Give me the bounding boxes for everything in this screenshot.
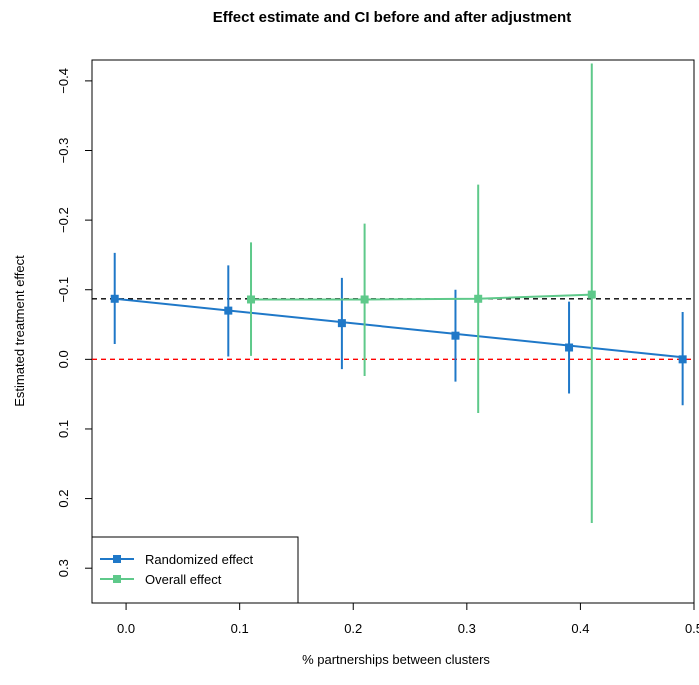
- x-tick-label: 0.4: [571, 621, 589, 636]
- x-tick-label: 0.3: [458, 621, 476, 636]
- legend-label: Overall effect: [145, 572, 222, 587]
- data-point: [110, 294, 119, 303]
- plot-area: [91, 59, 695, 604]
- y-axis: −0.4 −0.3 −0.2 −0.1 0.0 0.1 0.2 0.3: [56, 68, 92, 577]
- y-tick-label: −0.1: [56, 277, 71, 303]
- legend-marker: [113, 575, 121, 583]
- x-tick-label: 0.5: [685, 621, 699, 636]
- y-tick-label: −0.2: [56, 207, 71, 233]
- series-overall: [247, 63, 596, 523]
- chart-title: Effect estimate and CI before and after …: [213, 9, 571, 26]
- legend: Randomized effect Overall effect: [91, 536, 299, 604]
- data-point: [587, 290, 596, 299]
- y-tick-label: 0.1: [56, 420, 71, 438]
- legend-label: Randomized effect: [145, 552, 254, 567]
- legend-box: [91, 536, 299, 604]
- y-tick-label: 0.3: [56, 559, 71, 577]
- data-point: [224, 306, 233, 315]
- y-tick-label: −0.3: [56, 138, 71, 164]
- data-point: [337, 319, 346, 328]
- data-point: [565, 343, 574, 352]
- y-tick-label: 0.0: [56, 350, 71, 368]
- series-fit-line: [251, 293, 592, 301]
- y-tick-label: −0.4: [56, 68, 71, 94]
- series-randomized: [110, 252, 687, 406]
- data-point: [474, 294, 483, 303]
- x-axis: 0.0 0.1 0.2 0.3 0.4 0.5: [117, 603, 699, 636]
- data-point: [247, 295, 256, 304]
- x-tick-label: 0.1: [231, 621, 249, 636]
- data-point: [360, 295, 369, 304]
- x-tick-label: 0.2: [344, 621, 362, 636]
- series-fit-line: [114, 297, 683, 359]
- legend-marker: [113, 555, 121, 563]
- data-point: [678, 355, 687, 364]
- reference-lines: [92, 298, 694, 361]
- data-point: [451, 331, 460, 340]
- x-axis-label: % partnerships between clusters: [302, 652, 490, 667]
- series-layer: [110, 63, 687, 523]
- y-axis-label: Estimated treatment effect: [12, 255, 27, 407]
- y-tick-label: 0.2: [56, 490, 71, 508]
- x-tick-label: 0.0: [117, 621, 135, 636]
